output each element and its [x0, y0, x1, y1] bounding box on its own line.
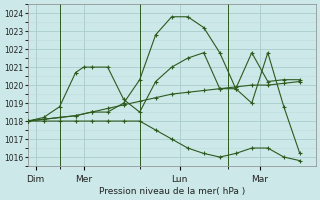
X-axis label: Pression niveau de la mer( hPa ): Pression niveau de la mer( hPa ): [99, 187, 245, 196]
